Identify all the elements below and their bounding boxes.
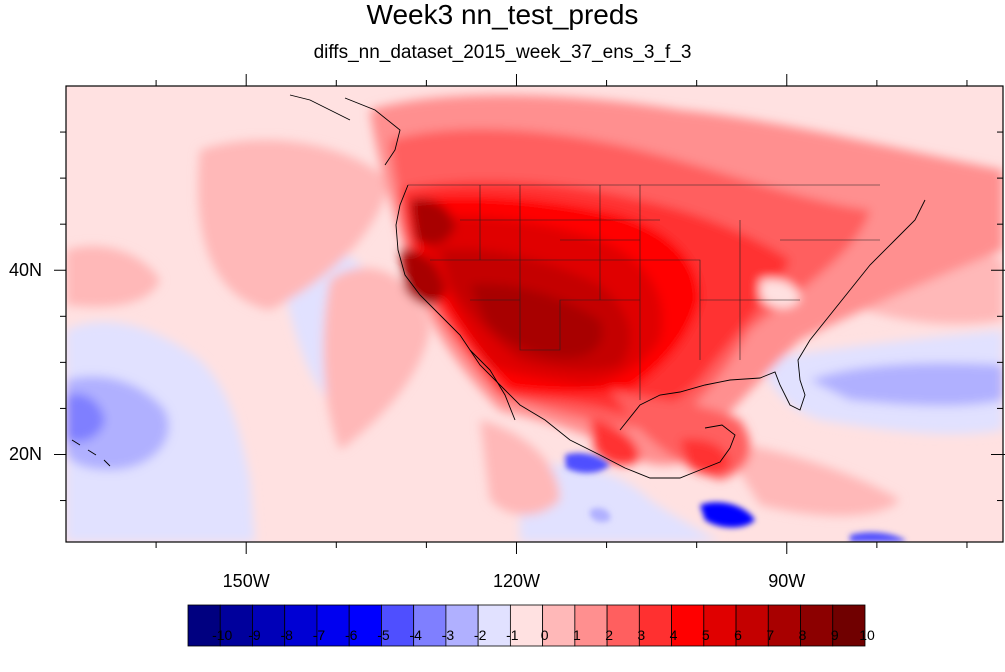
colorbar-swatch (735, 604, 769, 647)
colorbar-label: -2 (473, 627, 487, 643)
colorbar-swatch (316, 604, 350, 647)
colorbar-swatch (574, 604, 608, 647)
colorbar-swatch (509, 604, 544, 647)
colorbar-label: -4 (409, 627, 422, 643)
colorbar-swatch (671, 604, 705, 647)
colorbar-label: 9 (830, 627, 839, 643)
x-tick-label: 120W (492, 571, 540, 591)
colorbar-swatch (252, 604, 286, 647)
colorbar-swatch (832, 604, 866, 647)
colorbar-label: -6 (344, 627, 358, 643)
x-ticks (155, 74, 968, 554)
colorbar-swatch (284, 604, 318, 647)
colorbar-label: 5 (701, 627, 710, 643)
colorbar-swatch (413, 604, 447, 647)
colorbar-swatch (477, 604, 511, 647)
colorbar-label: 3 (637, 627, 646, 643)
colorbar-label: 8 (798, 627, 807, 643)
plot-subtitle: diffs_nn_dataset_2015_week_37_ens_3_f_3 (313, 42, 692, 63)
coastlines (71, 94, 926, 479)
colorbar-label: -5 (377, 627, 390, 643)
colorbar-swatch (219, 604, 253, 647)
plot-title: Week3 nn_test_preds (366, 0, 639, 30)
colorbar-label: 0 (540, 627, 549, 643)
x-tick-label: 150W (222, 571, 270, 591)
colorbar-label: 1 (572, 627, 581, 643)
colorbar-swatch (703, 604, 737, 647)
colorbar-label: 10 (859, 627, 875, 643)
colorbar-label: -3 (441, 627, 455, 643)
colorbar-label: 6 (734, 627, 742, 643)
colorbar-swatch (542, 604, 576, 647)
map-frame (65, 85, 1004, 543)
colorbar-swatch (381, 604, 415, 647)
colorbar-swatch (800, 604, 834, 647)
y-ticks (54, 131, 1005, 502)
y-tick-label: 20N (8, 444, 42, 465)
colorbar-label: 4 (669, 627, 678, 643)
colorbar-label: -10 (212, 627, 233, 643)
state-borders (408, 184, 880, 400)
colorbar-swatch (348, 604, 382, 647)
y-tick-label: 40N (8, 260, 42, 281)
colorbar-swatch (187, 604, 221, 647)
anomaly-field (66, 86, 1003, 542)
colorbar-swatch (638, 604, 672, 647)
colorbar (187, 604, 866, 647)
colorbar-label: -9 (248, 627, 261, 643)
x-tick-label: 90W (768, 571, 806, 591)
colorbar-label: -1 (506, 627, 519, 643)
colorbar-label: 2 (605, 627, 613, 643)
colorbar-label: -8 (280, 627, 293, 643)
colorbar-label: 7 (766, 627, 775, 643)
colorbar-label: -7 (312, 627, 326, 643)
